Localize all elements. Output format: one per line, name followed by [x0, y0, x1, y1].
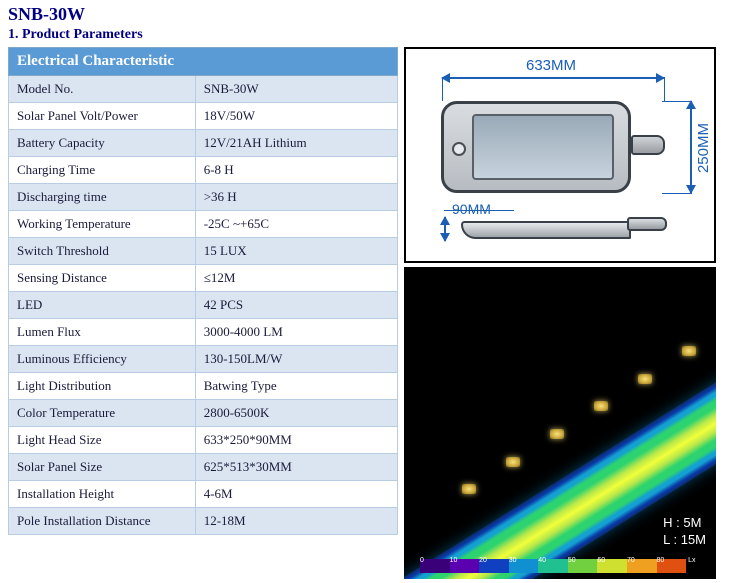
table-row: Light Head Size633*250*90MM — [9, 427, 398, 454]
param-name: LED — [9, 292, 196, 319]
light-simulation: H : 5M L : 15M 01020304050607080Lx — [404, 267, 716, 579]
colorbar-segment: 80 — [657, 559, 687, 573]
param-name: Battery Capacity — [9, 130, 196, 157]
param-value: Batwing Type — [195, 373, 397, 400]
param-name: Solar Panel Size — [9, 454, 196, 481]
table-row: Switch Threshold15 LUX — [9, 238, 398, 265]
lamp-icon — [638, 374, 652, 384]
table-row: Pole Installation Distance12-18M — [9, 508, 398, 535]
param-name: Lumen Flux — [9, 319, 196, 346]
device-top-view — [441, 101, 631, 193]
colorbar-segment: 30 — [509, 559, 539, 573]
table-row: Light DistributionBatwing Type — [9, 373, 398, 400]
dim-arrow-length — [442, 77, 664, 79]
graphics-column: 633MM 250MM 90MM — [404, 47, 716, 579]
dim-arrow-width — [690, 101, 692, 193]
colorbar-unit: Lx — [686, 559, 700, 573]
param-value: 6-8 H — [195, 157, 397, 184]
sim-label-l: L : 15M — [663, 532, 706, 549]
param-value: -25C ~+65C — [195, 211, 397, 238]
param-value: 625*513*30MM — [195, 454, 397, 481]
table-row: Sensing Distance≤12M — [9, 265, 398, 292]
param-value: 130-150LM/W — [195, 346, 397, 373]
param-value: 4-6M — [195, 481, 397, 508]
colorbar-segment: 60 — [597, 559, 627, 573]
param-value: 42 PCS — [195, 292, 397, 319]
table-row: Luminous Efficiency130-150LM/W — [9, 346, 398, 373]
param-name: Charging Time — [9, 157, 196, 184]
table-header: Electrical Characteristic — [9, 48, 398, 76]
lamp-icon — [594, 401, 608, 411]
param-value: 12-18M — [195, 508, 397, 535]
colorbar-segment: 10 — [450, 559, 480, 573]
sim-label-h: H : 5M — [663, 515, 706, 532]
table-row: Color Temperature2800-6500K — [9, 400, 398, 427]
param-value: 3000-4000 LM — [195, 319, 397, 346]
colorbar-segment: 70 — [627, 559, 657, 573]
dim-width-label: 250MM — [695, 123, 712, 173]
param-value: >36 H — [195, 184, 397, 211]
param-value: SNB-30W — [195, 76, 397, 103]
table-row: Installation Height4-6M — [9, 481, 398, 508]
param-value: 2800-6500K — [195, 400, 397, 427]
table-row: Discharging time>36 H — [9, 184, 398, 211]
dimension-diagram: 633MM 250MM 90MM — [404, 47, 716, 263]
param-value: 18V/50W — [195, 103, 397, 130]
param-name: Discharging time — [9, 184, 196, 211]
param-name: Solar Panel Volt/Power — [9, 103, 196, 130]
lamp-icon — [462, 484, 476, 494]
table-row: Model No.SNB-30W — [9, 76, 398, 103]
param-name: Light Distribution — [9, 373, 196, 400]
lamp-icon — [550, 429, 564, 439]
param-name: Installation Height — [9, 481, 196, 508]
spec-table-container: Electrical Characteristic Model No.SNB-3… — [8, 47, 398, 579]
param-name: Switch Threshold — [9, 238, 196, 265]
param-value: ≤12M — [195, 265, 397, 292]
sim-labels: H : 5M L : 15M — [663, 515, 706, 549]
colorbar-segment: 40 — [538, 559, 568, 573]
param-name: Light Head Size — [9, 427, 196, 454]
param-value: 12V/21AH Lithium — [195, 130, 397, 157]
param-value: 633*250*90MM — [195, 427, 397, 454]
colorbar-segment: 50 — [568, 559, 598, 573]
section-heading: 1. Product Parameters — [8, 27, 722, 43]
table-row: Working Temperature-25C ~+65C — [9, 211, 398, 238]
device-sensor-icon — [452, 142, 466, 156]
param-name: Color Temperature — [9, 400, 196, 427]
colorbar-segment: 20 — [479, 559, 509, 573]
table-row: LED42 PCS — [9, 292, 398, 319]
lamp-icon — [682, 346, 696, 356]
table-row: Solar Panel Volt/Power18V/50W — [9, 103, 398, 130]
table-row: Charging Time6-8 H — [9, 157, 398, 184]
device-side-view — [461, 217, 671, 241]
colorbar-segment: 0 — [420, 559, 450, 573]
param-name: Pole Installation Distance — [9, 508, 196, 535]
lamp-icon — [506, 457, 520, 467]
param-value: 15 LUX — [195, 238, 397, 265]
table-row: Solar Panel Size625*513*30MM — [9, 454, 398, 481]
spec-table: Electrical Characteristic Model No.SNB-3… — [8, 47, 398, 535]
param-name: Sensing Distance — [9, 265, 196, 292]
device-arm — [631, 135, 665, 155]
param-name: Luminous Efficiency — [9, 346, 196, 373]
param-name: Working Temperature — [9, 211, 196, 238]
table-row: Battery Capacity12V/21AH Lithium — [9, 130, 398, 157]
param-name: Model No. — [9, 76, 196, 103]
table-row: Lumen Flux3000-4000 LM — [9, 319, 398, 346]
dim-height-label: 90MM — [452, 201, 491, 217]
dim-arrow-height — [444, 217, 446, 241]
content-row: Electrical Characteristic Model No.SNB-3… — [8, 47, 722, 579]
device-panel — [472, 114, 614, 180]
product-title: SNB-30W — [8, 4, 722, 25]
dim-length-label: 633MM — [526, 57, 576, 74]
colorbar: 01020304050607080Lx — [420, 559, 700, 573]
